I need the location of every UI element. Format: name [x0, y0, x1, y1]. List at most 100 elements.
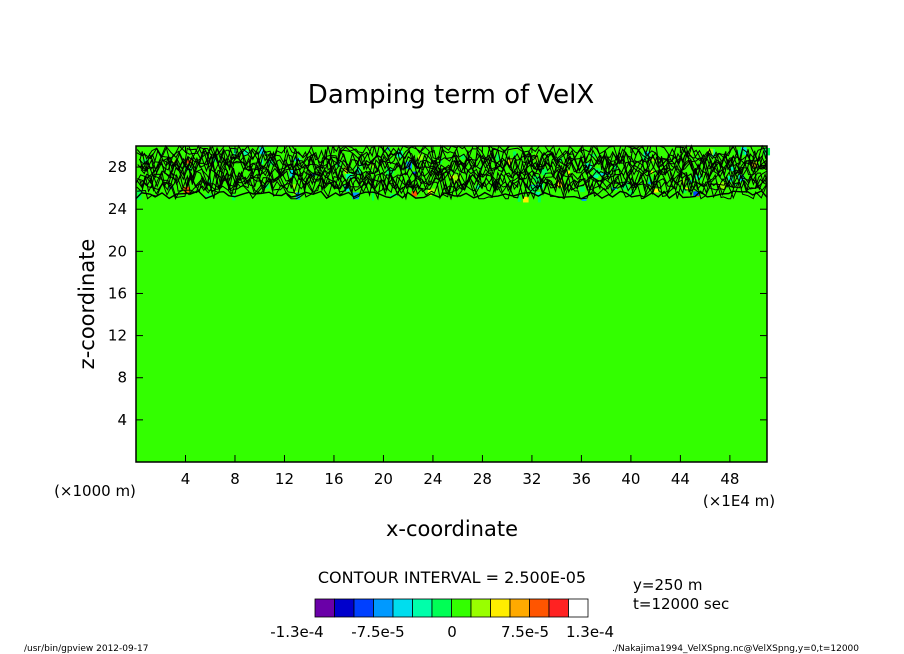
colorbar-swatch — [334, 598, 355, 618]
x-tick-label: 8 — [230, 470, 240, 488]
sponge-patch — [579, 186, 585, 192]
x-tick-label: 44 — [671, 470, 690, 488]
sponge-patch — [567, 170, 571, 176]
sponge-boundary-contour — [135, 190, 768, 200]
sponge-patch — [371, 193, 374, 201]
sponge-patch — [682, 188, 687, 194]
plot-frame — [135, 145, 768, 463]
x-tick-label: 40 — [621, 470, 640, 488]
sponge-patch — [142, 159, 148, 163]
sponge-patch — [590, 154, 597, 157]
info-t: t=12000 sec — [633, 595, 729, 613]
colorbar-swatch — [509, 598, 530, 618]
contour-line — [137, 178, 768, 201]
sponge-patch — [689, 152, 692, 155]
colorbar-swatch — [353, 598, 374, 618]
sponge-patch — [537, 194, 541, 203]
y-tick-label: 20 — [108, 242, 127, 260]
colorbar-swatch — [373, 598, 394, 618]
sponge-patch — [259, 147, 265, 155]
sponge-patch — [513, 151, 517, 157]
colorbar-swatch — [548, 598, 569, 618]
sponge-patch — [728, 166, 734, 171]
colorbar-label: 7.5e-5 — [501, 623, 549, 641]
x-tick-label: 4 — [181, 470, 191, 488]
contour-line — [139, 147, 768, 172]
sponge-patch — [648, 181, 652, 185]
contour-line — [140, 151, 768, 177]
x-tick-label: 48 — [720, 470, 739, 488]
info-y: y=250 m — [633, 576, 702, 594]
sponge-patch — [613, 165, 618, 171]
sponge-patch — [460, 154, 465, 160]
sponge-patch — [496, 154, 501, 161]
colorbar: -1.3e-4 -7.5e-5 0 7.5e-5 1.3e-4 — [270, 598, 614, 641]
contour-line — [137, 152, 768, 177]
sponge-patch — [184, 159, 192, 164]
contour-line — [140, 157, 768, 183]
colorbar-swatch — [470, 598, 491, 618]
plot-area — [135, 144, 771, 463]
x-axis: 4 8 12 16 20 24 28 32 36 40 44 48 — [181, 146, 739, 488]
x-tick-label: 28 — [473, 470, 492, 488]
colorbar-swatch — [392, 598, 413, 618]
sponge-patch — [411, 191, 417, 197]
colorbar-swatch — [568, 598, 589, 618]
sponge-patch — [541, 168, 548, 176]
colorbar-swatch — [314, 598, 335, 618]
y-axis-label: z-coordinate — [75, 239, 99, 370]
sponge-patch — [136, 194, 142, 200]
sponge-patch — [396, 150, 403, 158]
sponge-patch — [628, 190, 634, 195]
sponge-patch — [693, 191, 700, 196]
y-tick-label: 12 — [108, 327, 127, 345]
sponge-patch — [752, 162, 757, 168]
contour-line — [137, 166, 768, 192]
y-axis: 4 8 12 16 20 24 28 — [108, 158, 767, 429]
sponge-patch — [653, 188, 659, 193]
sponge-patch — [555, 179, 562, 188]
y-tick-label: 24 — [108, 200, 127, 218]
x-tick-label: 16 — [324, 470, 343, 488]
sponge-patch — [475, 185, 481, 190]
sponge-patch — [507, 158, 512, 165]
sponge-patch — [205, 194, 213, 197]
colorbar-label: 1.3e-4 — [566, 623, 614, 641]
sponge-patch — [523, 196, 529, 203]
x-axis-label: x-coordinate — [386, 517, 518, 541]
sponge-patch — [718, 182, 726, 190]
y-tick-label: 8 — [117, 369, 127, 387]
y-tick-label: 16 — [108, 284, 127, 302]
colorbar-swatch — [529, 598, 550, 618]
sponge-patch — [344, 166, 348, 174]
x-unit-right: (×1E4 m) — [703, 492, 775, 510]
x-tick-label: 24 — [423, 470, 442, 488]
x-tick-label: 12 — [275, 470, 294, 488]
sponge-patch — [431, 188, 437, 193]
footer-right: ./Nakajima1994_VelXSpng.nc@VelXSpng,y=0,… — [612, 644, 859, 654]
colorbar-label: -1.3e-4 — [270, 623, 323, 641]
sponge-patch — [260, 158, 264, 165]
colorbar-swatch — [490, 598, 511, 618]
sponge-patch — [137, 190, 143, 194]
colorbar-swatch — [412, 598, 433, 618]
sponge-patch — [454, 174, 461, 183]
colorbar-label: 0 — [447, 623, 457, 641]
sponge-patch — [621, 181, 629, 190]
y-tick-label: 28 — [108, 158, 127, 176]
x-tick-label: 32 — [522, 470, 541, 488]
sponge-patch — [292, 184, 296, 189]
sponge-patch — [535, 191, 541, 195]
sponge-patch — [412, 171, 417, 175]
colorbar-label: -7.5e-5 — [351, 623, 404, 641]
sponge-patch — [650, 170, 654, 174]
sponge-patch — [599, 173, 606, 176]
sponge-patch — [592, 174, 599, 178]
chart-title: Damping term of VelX — [308, 80, 594, 110]
contour-interval: CONTOUR INTERVAL = 2.500E-05 — [318, 568, 586, 587]
x-tick-label: 20 — [374, 470, 393, 488]
footer-left: /usr/bin/gpview 2012-09-17 — [24, 644, 148, 654]
sponge-patch — [439, 157, 442, 164]
sponge-patch — [232, 194, 236, 201]
